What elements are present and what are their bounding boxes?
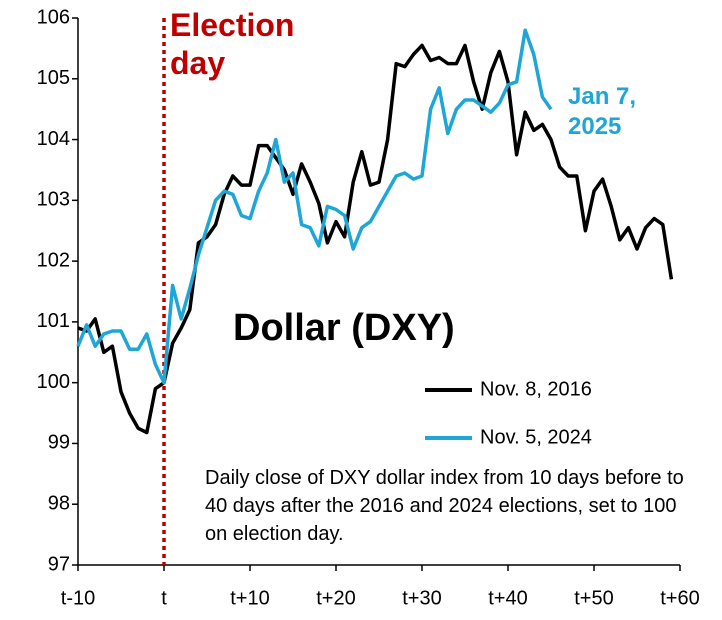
x-tick-label: t+50: [574, 587, 613, 609]
y-tick-label: 106: [37, 6, 70, 28]
series-line: [77, 43, 674, 435]
y-tick-label: 103: [37, 189, 70, 211]
x-tick-label: t+30: [402, 587, 441, 609]
x-tick-label: t+40: [488, 587, 527, 609]
y-tick-label: 101: [37, 310, 70, 332]
end-label: Jan 7, 2025: [568, 83, 637, 140]
y-tick-label: 99: [48, 432, 70, 454]
x-tick-label: t+10: [230, 587, 269, 609]
election-label: Election day: [170, 7, 295, 81]
x-tick-label: t+60: [660, 587, 699, 609]
chart-title: Dollar (DXY): [233, 307, 455, 349]
description: Daily close of DXY dollar index from 10 …: [205, 467, 684, 545]
x-tick-label: t+20: [316, 587, 355, 609]
y-tick-label: 104: [37, 128, 70, 150]
x-tick-label: t-10: [61, 587, 95, 609]
legend-label: Nov. 8, 2016: [480, 378, 592, 400]
y-tick-label: 97: [48, 553, 70, 575]
series-line: [76, 28, 553, 385]
y-tick-label: 105: [37, 67, 70, 89]
legend-label: Nov. 5, 2024: [480, 426, 592, 448]
x-tick-label: t: [161, 587, 167, 609]
y-tick-label: 98: [48, 493, 70, 515]
y-tick-label: 102: [37, 249, 70, 271]
y-tick-label: 100: [37, 371, 70, 393]
